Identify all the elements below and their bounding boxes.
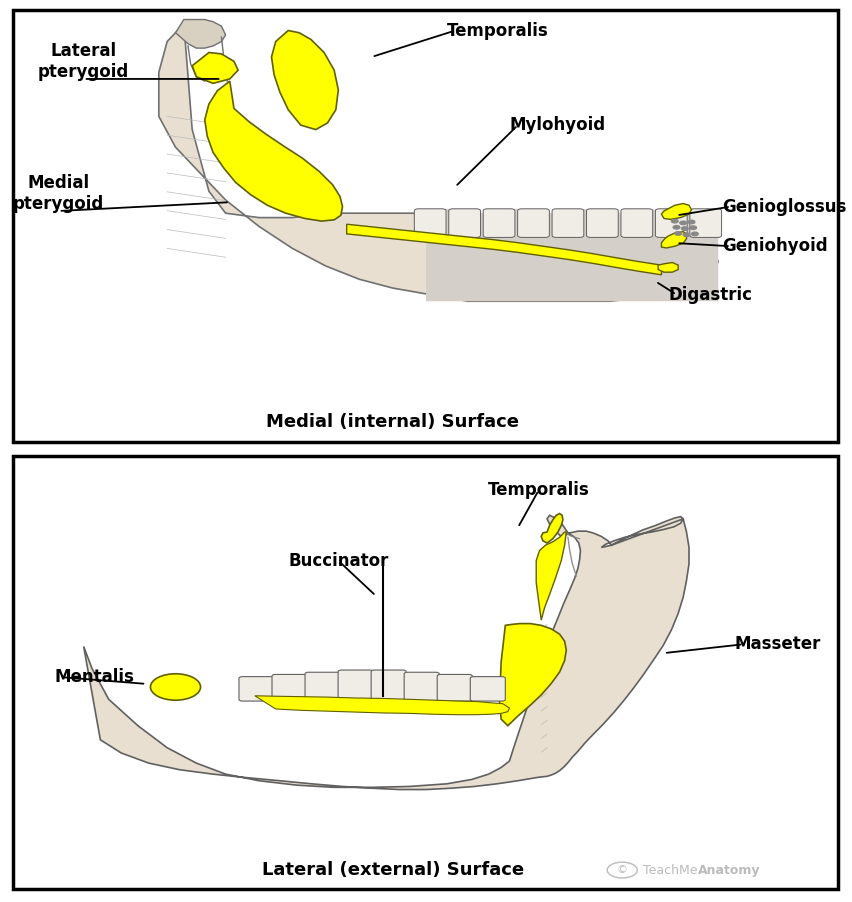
Text: Buccinator: Buccinator	[288, 552, 389, 570]
FancyBboxPatch shape	[437, 675, 472, 701]
Text: Medial
pterygoid: Medial pterygoid	[13, 174, 104, 213]
Polygon shape	[204, 81, 343, 221]
FancyBboxPatch shape	[338, 670, 373, 701]
Circle shape	[680, 221, 687, 225]
Text: Temporalis: Temporalis	[488, 482, 590, 499]
FancyBboxPatch shape	[586, 208, 619, 237]
Polygon shape	[347, 225, 661, 275]
Circle shape	[673, 226, 680, 229]
Text: Mylohyoid: Mylohyoid	[509, 116, 606, 134]
FancyBboxPatch shape	[371, 670, 406, 701]
Polygon shape	[158, 24, 718, 301]
FancyBboxPatch shape	[655, 208, 687, 237]
FancyBboxPatch shape	[13, 10, 838, 442]
Text: Temporalis: Temporalis	[447, 22, 549, 40]
Text: Anatomy: Anatomy	[698, 863, 761, 877]
FancyBboxPatch shape	[414, 208, 446, 237]
Text: Mentalis: Mentalis	[55, 668, 135, 686]
Text: Genioglossus: Genioglossus	[722, 198, 847, 216]
Polygon shape	[658, 262, 678, 272]
FancyBboxPatch shape	[621, 208, 653, 237]
Circle shape	[675, 232, 682, 235]
Circle shape	[692, 232, 698, 235]
FancyBboxPatch shape	[470, 676, 505, 701]
Text: Digastric: Digastric	[668, 286, 752, 304]
Text: Medial (internal) Surface: Medial (internal) Surface	[266, 413, 519, 431]
Polygon shape	[176, 20, 226, 48]
Circle shape	[671, 219, 678, 223]
Polygon shape	[255, 695, 509, 714]
FancyBboxPatch shape	[239, 676, 274, 701]
Text: Lateral (external) Surface: Lateral (external) Surface	[262, 861, 524, 879]
Text: ©: ©	[617, 865, 628, 875]
FancyBboxPatch shape	[690, 208, 722, 237]
Polygon shape	[536, 532, 567, 620]
Polygon shape	[661, 204, 692, 219]
FancyBboxPatch shape	[483, 208, 515, 237]
FancyBboxPatch shape	[272, 675, 307, 701]
Text: Masseter: Masseter	[735, 635, 821, 653]
Polygon shape	[541, 513, 563, 543]
Circle shape	[682, 226, 688, 230]
Text: Geniohyoid: Geniohyoid	[722, 237, 828, 255]
Polygon shape	[661, 232, 687, 248]
Polygon shape	[499, 623, 567, 726]
Circle shape	[690, 226, 697, 229]
Text: Lateral
pterygoid: Lateral pterygoid	[38, 41, 130, 81]
Text: TeachMe: TeachMe	[643, 863, 698, 877]
Circle shape	[683, 233, 690, 236]
Circle shape	[151, 674, 200, 700]
Polygon shape	[83, 515, 689, 789]
FancyBboxPatch shape	[518, 208, 550, 237]
Polygon shape	[426, 208, 718, 301]
FancyBboxPatch shape	[13, 456, 838, 888]
FancyBboxPatch shape	[404, 672, 440, 701]
Polygon shape	[193, 52, 239, 83]
FancyBboxPatch shape	[449, 208, 481, 237]
FancyBboxPatch shape	[552, 208, 584, 237]
Circle shape	[688, 220, 695, 224]
Polygon shape	[272, 31, 338, 130]
FancyBboxPatch shape	[305, 672, 340, 701]
